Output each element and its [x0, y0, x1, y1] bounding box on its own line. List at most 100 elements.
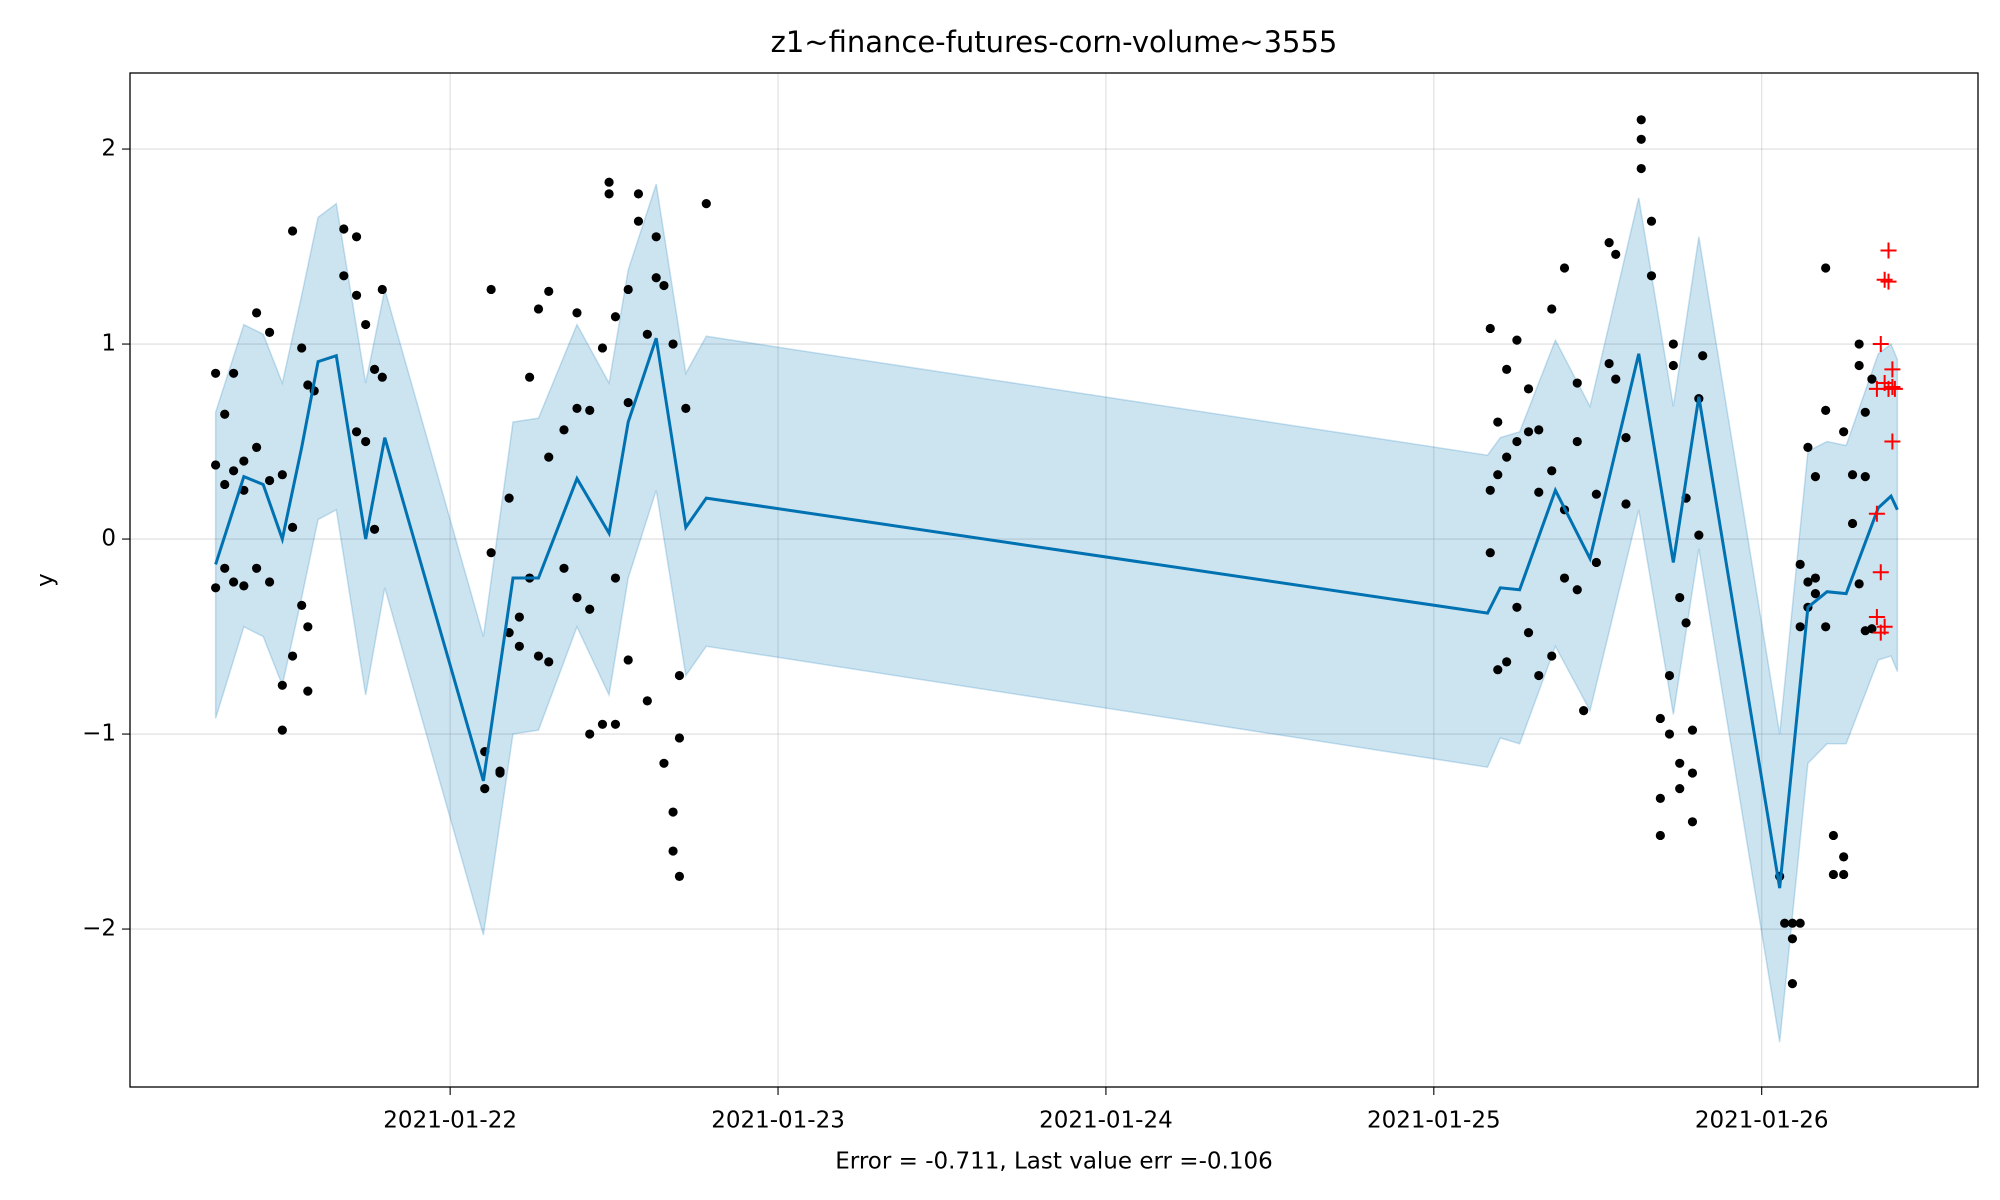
- observed-point: [1559, 573, 1570, 583]
- observed-point: [544, 452, 554, 462]
- observed-point: [633, 216, 644, 226]
- observed-point: [1860, 407, 1870, 417]
- observed-point: [1828, 869, 1839, 880]
- observed-point: [1534, 425, 1544, 435]
- observed-point: [1854, 339, 1864, 349]
- observed-point: [1559, 263, 1570, 273]
- test-point: [1868, 505, 1885, 522]
- observed-point: [1493, 665, 1503, 675]
- observed-point: [1547, 304, 1557, 314]
- observed-point: [211, 583, 221, 593]
- observed-point: [1839, 427, 1849, 437]
- observed-point: [1860, 472, 1870, 482]
- observed-point: [1668, 339, 1678, 349]
- test-point: [1880, 273, 1897, 290]
- observed-point: [1512, 335, 1522, 345]
- observed-point: [486, 548, 496, 558]
- observed-point: [651, 273, 661, 283]
- observed-point: [659, 758, 669, 768]
- observed-point: [1646, 216, 1657, 226]
- observed-point: [339, 271, 349, 281]
- observed-point: [1780, 918, 1790, 928]
- observed-point: [303, 686, 313, 696]
- observed-point: [287, 522, 298, 532]
- observed-point: [1547, 651, 1557, 661]
- observed-point: [303, 380, 313, 390]
- observed-point: [1493, 470, 1503, 480]
- observed-point: [674, 733, 685, 743]
- x-axis-label: Error = -0.711, Last value err =-0.106: [835, 1149, 1272, 1175]
- observed-point: [1687, 725, 1698, 735]
- observed-point: [1604, 238, 1614, 248]
- observed-point: [651, 232, 661, 242]
- observed-point: [1828, 830, 1839, 841]
- test-point: [1886, 380, 1903, 397]
- observed-point: [668, 807, 678, 817]
- observed-point: [1668, 360, 1678, 371]
- observed-point: [1621, 499, 1631, 509]
- observed-point: [252, 442, 262, 452]
- observed-point: [1687, 768, 1698, 778]
- observed-point: [1493, 417, 1503, 427]
- y-tick-label: −2: [82, 916, 116, 942]
- observed-point: [264, 577, 275, 587]
- observed-point: [633, 189, 644, 199]
- observed-point: [1687, 817, 1698, 827]
- observed-point: [1523, 384, 1534, 394]
- observed-point: [1795, 622, 1805, 632]
- observed-point: [220, 563, 230, 573]
- observed-point: [604, 177, 614, 187]
- observed-point: [514, 612, 524, 622]
- observed-point: [264, 475, 275, 486]
- observed-point: [1655, 713, 1665, 724]
- observed-point: [674, 871, 685, 882]
- observed-point: [668, 846, 678, 856]
- observed-point: [1534, 670, 1544, 681]
- observed-point: [1512, 602, 1522, 612]
- forecast-line: [214, 337, 1899, 889]
- test-point: [1884, 433, 1901, 450]
- observed-point: [1803, 442, 1813, 452]
- observed-point: [504, 493, 514, 503]
- observed-point: [604, 189, 614, 199]
- observed-point: [1636, 115, 1646, 125]
- observed-point: [1591, 489, 1601, 499]
- observed-point: [642, 696, 652, 706]
- observed-point: [1787, 979, 1798, 989]
- observed-point: [1664, 729, 1675, 739]
- observed-point: [659, 280, 669, 291]
- y-tick-label: 2: [101, 136, 116, 162]
- observed-point: [369, 364, 380, 374]
- observed-point: [1821, 405, 1831, 415]
- observed-point: [1787, 918, 1798, 928]
- observed-point: [1664, 670, 1675, 681]
- observed-point: [1847, 518, 1858, 529]
- test-point: [1884, 361, 1901, 378]
- test-point: [1880, 242, 1897, 259]
- observed-point: [1485, 548, 1495, 558]
- observed-point: [1485, 485, 1495, 495]
- observed-point: [525, 372, 535, 382]
- observed-point: [1675, 758, 1685, 768]
- observed-point: [701, 199, 711, 209]
- test-point: [1868, 609, 1885, 626]
- observed-point: [1572, 585, 1582, 595]
- observed-point: [377, 372, 387, 382]
- observed-point: [1523, 427, 1534, 437]
- observed-point: [1839, 852, 1849, 862]
- observed-point: [1675, 592, 1685, 603]
- observed-point: [252, 563, 262, 573]
- observed-point: [1803, 577, 1813, 587]
- observed-point: [1694, 530, 1704, 540]
- observed-point: [1547, 466, 1557, 476]
- observed-point: [585, 604, 595, 614]
- observed-point: [572, 308, 582, 318]
- observed-point: [610, 719, 621, 729]
- y-tick-label: 1: [101, 331, 116, 357]
- observed-point: [597, 343, 608, 353]
- observed-point: [514, 641, 524, 651]
- test-point: [1876, 271, 1893, 288]
- observed-point: [377, 284, 387, 295]
